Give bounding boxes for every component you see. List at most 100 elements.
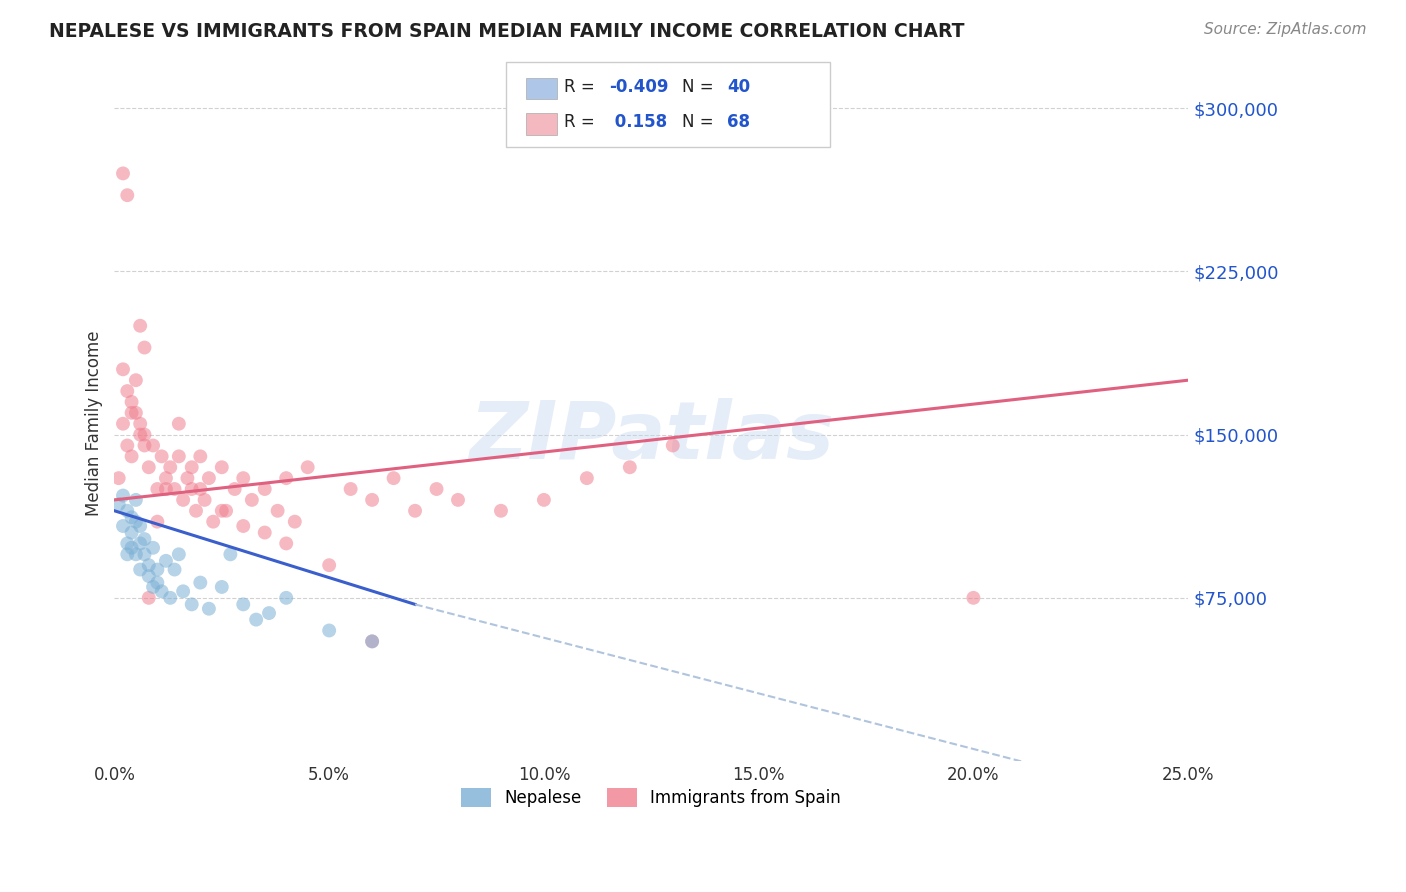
Point [297,460,319,475]
Point [172,492,194,507]
Point [447,492,470,507]
Point [121,406,143,420]
Point [121,525,143,540]
Point [146,515,169,529]
Point [211,504,233,518]
Point [111,519,134,533]
Point [962,591,984,605]
Point [198,601,221,615]
Text: ZIPatlas: ZIPatlas [468,398,834,476]
Point [134,341,156,355]
Point [318,558,340,573]
Point [245,613,267,627]
Point [146,575,169,590]
Point [142,541,165,555]
Point [125,492,148,507]
Point [142,580,165,594]
Point [134,438,156,452]
Point [318,624,340,638]
Point [257,606,280,620]
Point [134,532,156,546]
Point [129,519,152,533]
Point [219,547,242,561]
Point [232,519,254,533]
Point [167,547,190,561]
Point [125,515,148,529]
Point [163,563,186,577]
Point [276,536,298,550]
Point [276,591,298,605]
Text: Source: ZipAtlas.com: Source: ZipAtlas.com [1204,22,1367,37]
Point [188,450,211,464]
Point [276,471,298,485]
Y-axis label: Median Family Income: Median Family Income [86,331,103,516]
Point [117,504,139,518]
Point [111,417,134,431]
Point [117,438,139,452]
Point [202,515,225,529]
Text: NEPALESE VS IMMIGRANTS FROM SPAIN MEDIAN FAMILY INCOME CORRELATION CHART: NEPALESE VS IMMIGRANTS FROM SPAIN MEDIAN… [49,22,965,41]
Point [117,536,139,550]
Point [184,504,207,518]
Point [284,515,307,529]
Point [361,634,384,648]
Point [224,482,246,496]
Point [129,427,152,442]
Point [167,417,190,431]
Point [253,525,276,540]
Point [121,395,143,409]
Point [188,575,211,590]
Point [339,482,361,496]
Point [150,584,173,599]
Point [361,634,384,648]
Point [167,450,190,464]
Point [129,318,152,333]
Point [253,482,276,496]
Point [129,417,152,431]
Point [194,492,217,507]
Point [215,504,238,518]
Point [121,510,143,524]
Point [146,482,169,496]
Point [125,373,148,387]
Point [619,460,641,475]
Point [138,558,160,573]
Point [361,492,384,507]
Point [533,492,555,507]
Point [172,584,194,599]
Point [180,482,202,496]
Text: 0.158: 0.158 [609,113,666,131]
Point [129,563,152,577]
Point [138,460,160,475]
Point [661,438,683,452]
Point [138,591,160,605]
Point [111,166,134,180]
Text: 68: 68 [727,113,749,131]
Point [159,460,181,475]
Point [111,362,134,376]
Point [176,471,198,485]
Point [575,471,598,485]
Point [240,492,263,507]
Point [107,497,129,511]
Text: R =: R = [564,113,600,131]
Legend: Nepalese, Immigrants from Spain: Nepalese, Immigrants from Spain [454,780,848,814]
Point [121,541,143,555]
Point [211,580,233,594]
Point [129,536,152,550]
Point [163,482,186,496]
Point [146,563,169,577]
Point [489,504,512,518]
Text: N =: N = [682,78,718,95]
Point [155,482,177,496]
Point [117,547,139,561]
Point [138,569,160,583]
Point [180,598,202,612]
Text: R =: R = [564,78,600,95]
Text: N =: N = [682,113,718,131]
Point [188,482,211,496]
Point [117,188,139,202]
Point [121,450,143,464]
Point [134,547,156,561]
Point [425,482,447,496]
